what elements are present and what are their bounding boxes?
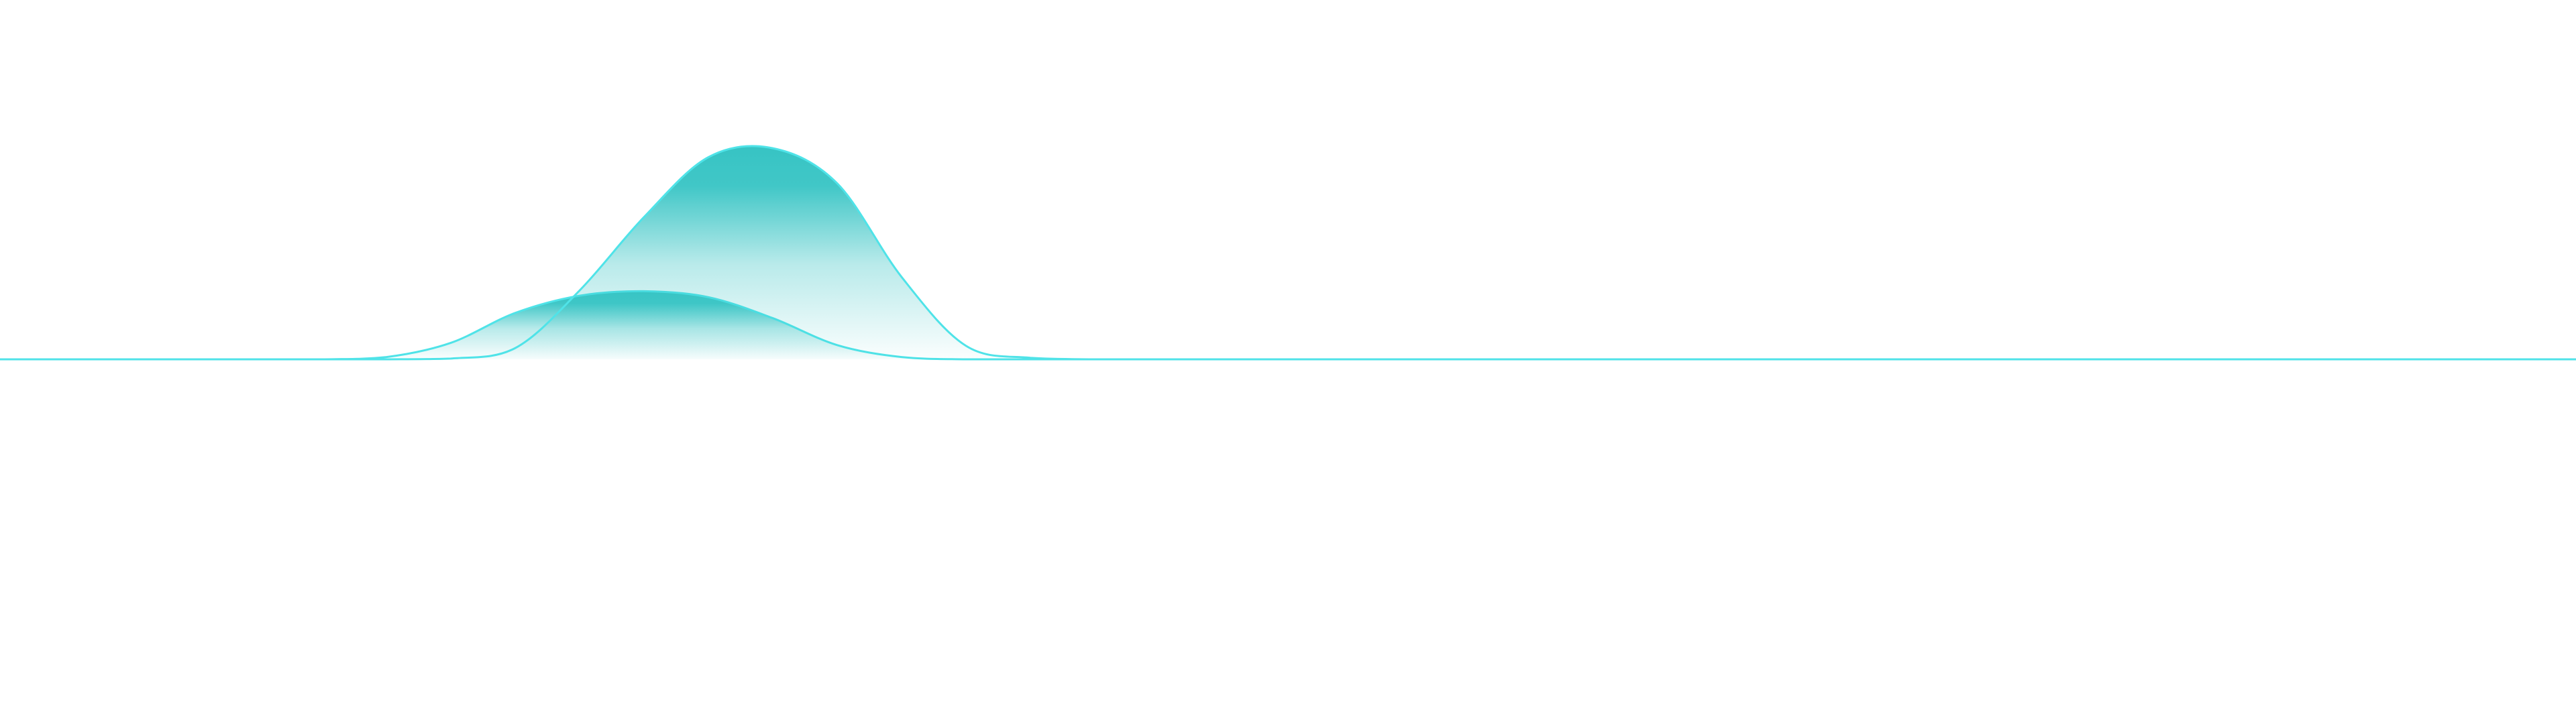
series-1-area (0, 291, 2576, 359)
series-1 (0, 290, 2576, 361)
series-2 (0, 145, 2576, 361)
series-1-line (0, 290, 2576, 361)
series-2-line (0, 145, 2576, 361)
series-layer (0, 145, 2576, 361)
series-2-area (0, 145, 2576, 359)
